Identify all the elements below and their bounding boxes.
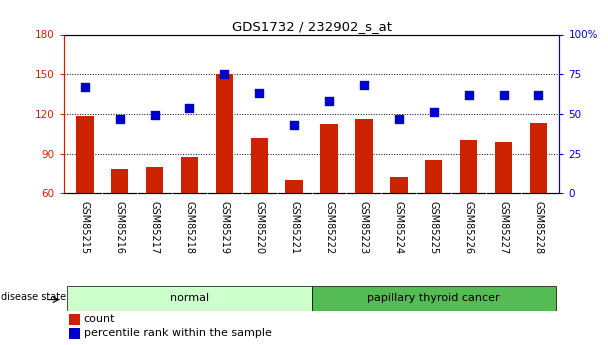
Text: count: count bbox=[84, 314, 115, 324]
Text: GSM85220: GSM85220 bbox=[254, 201, 264, 254]
Text: percentile rank within the sample: percentile rank within the sample bbox=[84, 328, 272, 338]
Text: normal: normal bbox=[170, 294, 209, 303]
Text: GSM85226: GSM85226 bbox=[464, 201, 474, 254]
Bar bbox=[250, 138, 268, 193]
Text: GSM85218: GSM85218 bbox=[184, 201, 195, 254]
Text: GSM85216: GSM85216 bbox=[115, 201, 125, 254]
Point bbox=[219, 71, 229, 77]
Text: GSM85223: GSM85223 bbox=[359, 201, 369, 254]
Bar bbox=[355, 119, 373, 193]
Bar bbox=[146, 167, 164, 193]
Text: GSM85221: GSM85221 bbox=[289, 201, 299, 254]
Bar bbox=[69, 314, 80, 325]
Bar bbox=[530, 123, 547, 193]
Point bbox=[534, 92, 544, 98]
Text: GSM85219: GSM85219 bbox=[219, 201, 229, 254]
Text: GSM85222: GSM85222 bbox=[324, 201, 334, 254]
Point bbox=[150, 113, 159, 118]
Point bbox=[185, 105, 195, 110]
Bar bbox=[216, 74, 233, 193]
Text: disease state: disease state bbox=[1, 292, 66, 302]
Bar bbox=[111, 169, 128, 193]
Bar bbox=[320, 125, 338, 193]
Bar bbox=[390, 177, 407, 193]
Bar bbox=[76, 117, 94, 193]
Point bbox=[254, 90, 264, 96]
Text: GSM85227: GSM85227 bbox=[499, 201, 508, 254]
Bar bbox=[181, 157, 198, 193]
Title: GDS1732 / 232902_s_at: GDS1732 / 232902_s_at bbox=[232, 20, 392, 33]
Point bbox=[289, 122, 299, 128]
Bar bbox=[495, 141, 513, 193]
Point bbox=[464, 92, 474, 98]
Text: papillary thyroid cancer: papillary thyroid cancer bbox=[367, 294, 500, 303]
Point bbox=[80, 84, 89, 90]
Point bbox=[429, 109, 438, 115]
Text: GSM85224: GSM85224 bbox=[394, 201, 404, 254]
Bar bbox=[69, 328, 80, 339]
Bar bbox=[67, 286, 311, 310]
Text: GSM85217: GSM85217 bbox=[150, 201, 159, 254]
Bar bbox=[425, 160, 443, 193]
Text: GSM85215: GSM85215 bbox=[80, 201, 90, 254]
Bar bbox=[285, 180, 303, 193]
Point bbox=[394, 116, 404, 121]
Point bbox=[359, 82, 369, 88]
Point bbox=[324, 98, 334, 104]
Bar bbox=[460, 140, 477, 193]
Text: GSM85228: GSM85228 bbox=[533, 201, 544, 254]
Text: GSM85225: GSM85225 bbox=[429, 201, 439, 254]
Point bbox=[115, 116, 125, 121]
Point bbox=[499, 92, 508, 98]
Bar bbox=[311, 286, 556, 310]
